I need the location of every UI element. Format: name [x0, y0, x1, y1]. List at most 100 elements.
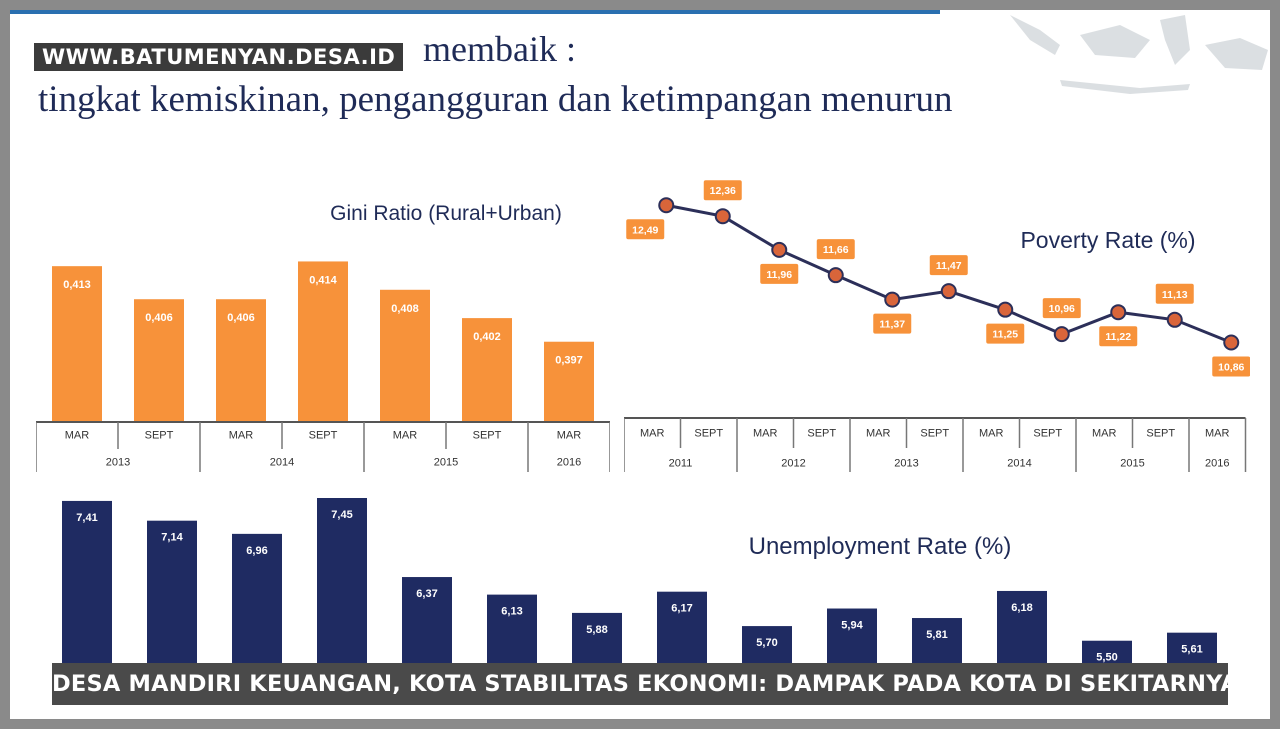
poverty-data-label: 10,96 [1049, 303, 1075, 315]
slide-title-line1: membaik : [423, 29, 576, 69]
unemployment-bar [912, 618, 962, 670]
poverty-year-label: 2016 [1205, 458, 1229, 470]
poverty-point [1166, 311, 1183, 328]
poverty-point [714, 208, 731, 225]
poverty-chart-title: Poverty Rate (%) [1020, 227, 1195, 253]
poverty-data-label: 11,25 [992, 329, 1018, 341]
poverty-point [940, 283, 957, 300]
poverty-point [884, 291, 901, 308]
gini-bar [544, 341, 594, 422]
poverty-point [1223, 334, 1240, 351]
poverty-label-box [1099, 326, 1138, 347]
gini-bar [52, 266, 102, 422]
poverty-label-box [816, 239, 855, 260]
poverty-point [658, 197, 675, 214]
poverty-label-box [1042, 298, 1081, 319]
poverty-data-label: 11,22 [1105, 331, 1131, 343]
poverty-year-label: 2015 [1120, 458, 1144, 470]
gini-data-label: 0,414 [309, 274, 337, 286]
gini-chart-title: Gini Ratio (Rural+Urban) [330, 202, 562, 225]
poverty-data-label: 10,86 [1218, 362, 1244, 374]
poverty-category-label: SEPT [1033, 428, 1062, 440]
poverty-label-box [929, 255, 968, 276]
gini-plot-area: 0,413 0,406 0,406 0,414 0,408 0,402 0,397 MAR SE… [36, 261, 610, 472]
unemployment-rate-chart: Unemployment Rate (%) 7,41 7,14 6,96 7,45 6,… [62, 498, 1217, 670]
slide: membaik : tingkat kemiskinan, penganggur… [10, 10, 1270, 719]
poverty-rate-chart: Poverty Rate (%) 12,49 12,36 11,96 11,66 11,… [624, 180, 1250, 472]
poverty-category-label: MAR [979, 428, 1004, 440]
slide-title-line2: tingkat kemiskinan, pengangguran dan ket… [38, 79, 953, 120]
unemployment-chart-title: Unemployment Rate (%) [749, 533, 1012, 560]
poverty-category-label: MAR [753, 428, 778, 440]
gini-category-label: SEPT [309, 430, 338, 442]
gini-year-label: 2016 [557, 457, 581, 469]
gini-ratio-chart: Gini Ratio (Rural+Urban) 0,413 0,406 0,406… [36, 202, 610, 472]
gini-year-label: 2015 [434, 457, 458, 469]
poverty-label-box [1155, 283, 1194, 304]
gini-bar [216, 299, 266, 422]
poverty-category-label: SEPT [920, 428, 949, 440]
poverty-data-label: 11,96 [766, 269, 792, 281]
gini-data-label: 0,406 [145, 312, 173, 324]
unemployment-data-label: 6,17 [671, 603, 692, 615]
unemployment-bar [827, 608, 877, 670]
slide-top-line [10, 10, 940, 14]
gini-category-label: SEPT [145, 430, 174, 442]
gini-bar [380, 289, 430, 422]
unemployment-bar [742, 626, 792, 670]
unemployment-data-label: 5,94 [841, 620, 863, 632]
poverty-category-label: MAR [866, 428, 891, 440]
gini-data-label: 0,397 [555, 355, 583, 367]
poverty-category-label: SEPT [694, 428, 723, 440]
gini-data-label: 0,402 [473, 331, 501, 343]
poverty-data-label: 11,47 [936, 260, 962, 272]
unemployment-data-label: 5,88 [586, 624, 607, 636]
poverty-data-label: 11,37 [879, 319, 905, 331]
unemployment-bar [487, 594, 537, 670]
poverty-label-box [703, 180, 742, 201]
gini-data-label: 0,408 [391, 303, 419, 315]
unemployment-data-label: 6,37 [416, 588, 437, 600]
poverty-point [771, 241, 788, 258]
unemployment-bar [997, 590, 1047, 670]
gini-category-label: MAR [229, 430, 254, 442]
gini-year-label: 2014 [270, 457, 294, 469]
caption-banner: DESA MANDIRI KEUANGAN, KOTA STABILITAS E… [52, 663, 1238, 705]
unemployment-data-label: 7,41 [76, 512, 97, 524]
poverty-label-box [1212, 356, 1250, 377]
unemployment-bar [62, 500, 112, 670]
poverty-label-box [986, 323, 1025, 344]
gini-bar [298, 261, 348, 422]
poverty-data-label: 12,36 [710, 185, 736, 197]
unemployment-data-label: 6,96 [246, 545, 267, 557]
gini-bar [134, 299, 184, 422]
unemployment-data-label: 5,50 [1096, 652, 1117, 664]
indonesia-map-icon [1010, 15, 1268, 94]
gini-data-label: 0,406 [227, 312, 255, 324]
poverty-category-label: MAR [1092, 428, 1117, 440]
poverty-year-label: 2012 [781, 458, 805, 470]
poverty-point [997, 301, 1014, 318]
unemployment-data-label: 5,81 [926, 629, 947, 641]
poverty-year-label: 2013 [894, 458, 918, 470]
poverty-data-label: 12,49 [632, 224, 658, 236]
unemployment-data-label: 5,70 [756, 637, 777, 649]
unemployment-bar [657, 591, 707, 670]
poverty-point [1110, 304, 1127, 321]
gini-year-label: 2013 [106, 457, 130, 469]
unemployment-data-label: 5,61 [1181, 644, 1202, 656]
unemployment-bar [147, 520, 197, 670]
unemployment-data-label: 6,18 [1011, 602, 1032, 614]
site-watermark: WWW.BATUMENYAN.DESA.ID [34, 43, 404, 71]
unemployment-plot-area: 7,41 7,14 6,96 7,45 6,37 6,13 5,88 6,17 5,70 5,94… [62, 498, 1217, 670]
poverty-category-label: MAR [640, 428, 665, 440]
poverty-label-box [873, 313, 912, 334]
poverty-label-box [626, 219, 665, 240]
poverty-year-label: 2011 [669, 458, 693, 470]
gini-data-label: 0,413 [63, 279, 91, 291]
unemployment-data-label: 6,13 [501, 606, 522, 618]
unemployment-data-label: 7,14 [161, 532, 183, 544]
unemployment-data-label: 7,45 [331, 509, 352, 521]
unemployment-bar [402, 577, 452, 670]
poverty-data-label: 11,66 [823, 244, 849, 256]
